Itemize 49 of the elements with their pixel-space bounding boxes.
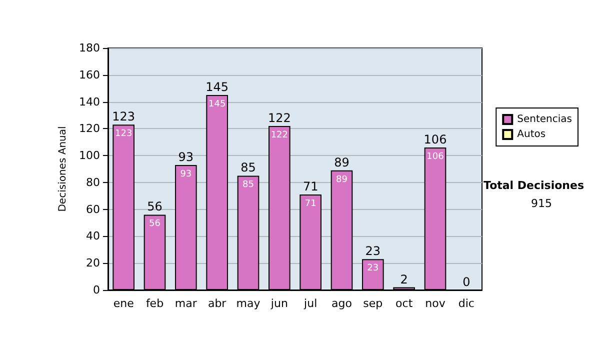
y-tick-label: 40 xyxy=(86,230,100,243)
data-label: 122 xyxy=(270,130,288,140)
x-tick-label: nov xyxy=(425,297,446,310)
total-label: 122 xyxy=(268,110,291,125)
data-label: 56 xyxy=(149,219,161,230)
legend-label: Autos xyxy=(517,129,546,140)
x-tick-label: oct xyxy=(396,297,414,310)
y-tick-label: 100 xyxy=(79,149,100,162)
x-tick-label: may xyxy=(236,297,261,310)
total-label: 56 xyxy=(147,200,162,214)
text: 915 xyxy=(531,197,552,210)
x-tick-label: ago xyxy=(332,297,352,310)
data-label: 123 xyxy=(114,129,132,140)
total-label: 123 xyxy=(112,110,136,124)
total-label: 0 xyxy=(462,275,470,289)
data-label: 23 xyxy=(367,264,379,274)
legend-label: Sentencias xyxy=(517,114,572,125)
x-tick-label: jul xyxy=(303,297,318,310)
x-tick-label: mar xyxy=(174,297,198,310)
total-label: 93 xyxy=(178,150,194,164)
x-tick-label: jun xyxy=(270,297,288,310)
data-label: 145 xyxy=(208,100,226,110)
data-label: 71 xyxy=(304,199,316,210)
y-tick-label: 180 xyxy=(79,42,100,54)
y-tick-label: 20 xyxy=(86,256,100,270)
y-tick-label: 140 xyxy=(79,95,100,108)
text: Total Decisiones xyxy=(484,179,584,192)
total-label: 85 xyxy=(240,160,256,175)
data-label: 85 xyxy=(242,180,254,190)
data-label: 93 xyxy=(180,169,192,180)
x-tick-label: ene xyxy=(113,297,134,310)
y-tick-label: 80 xyxy=(86,176,100,189)
total-label: 2 xyxy=(400,272,408,286)
data-label: 89 xyxy=(336,174,348,185)
y-tick-label: 160 xyxy=(79,68,100,82)
x-tick-label: sep xyxy=(363,297,383,310)
total-label: 106 xyxy=(424,132,447,146)
x-tick-label: dic xyxy=(458,297,474,310)
total-label: 23 xyxy=(365,244,381,258)
data-label: 106 xyxy=(426,152,444,162)
total-label: 145 xyxy=(206,80,229,94)
y-tick-label: 60 xyxy=(86,202,100,216)
y-axis-title: Decisiones Anual xyxy=(58,126,69,212)
y-tick-label: 120 xyxy=(79,122,100,136)
total-label: 71 xyxy=(302,180,318,194)
y-tick-label: 0 xyxy=(93,284,100,296)
x-tick-label: feb xyxy=(146,297,164,310)
x-tick-label: abr xyxy=(208,297,227,310)
total-label: 89 xyxy=(334,155,350,170)
